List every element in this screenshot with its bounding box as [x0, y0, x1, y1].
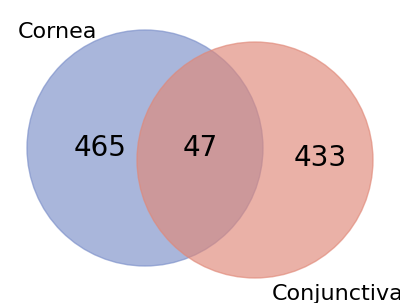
Ellipse shape — [27, 30, 263, 266]
Text: 47: 47 — [182, 134, 218, 162]
Ellipse shape — [137, 42, 373, 278]
Text: 433: 433 — [294, 144, 346, 172]
Text: Cornea: Cornea — [18, 22, 97, 42]
Text: Conjunctiva: Conjunctiva — [272, 284, 400, 303]
Text: 465: 465 — [74, 134, 126, 162]
